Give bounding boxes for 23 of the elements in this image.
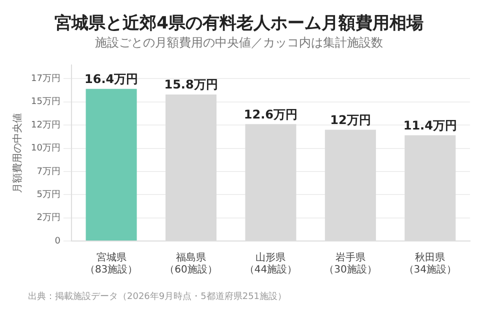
y-tick-label: 0: [54, 236, 61, 246]
x-tick-label: 山形県（44施設）: [244, 252, 298, 276]
data-label: 15.8万円: [164, 78, 218, 92]
y-tick-label: 2万円: [36, 213, 60, 224]
y-tick-label: 10万円: [31, 144, 60, 154]
x-tick-label: 宮城県（83施設）: [84, 252, 138, 276]
bar: [86, 88, 137, 240]
source-note: 出典：掲載施設データ（2026年9月時点・5都道府県251施設）: [28, 290, 287, 302]
data-label: 12万円: [330, 112, 371, 127]
y-tick-label: 7万円: [36, 166, 60, 177]
chart-subtitle: 施設ごとの月額費用の中央値／カッコ内は集計施設数: [95, 36, 383, 50]
y-tick-label: 17万円: [31, 74, 60, 84]
y-tick-label: 12万円: [31, 120, 60, 130]
x-tick-label: 福島県（60施設）: [164, 252, 218, 276]
chart-title: 宮城県と近郊4県の有料老人ホーム月額費用相場: [54, 14, 424, 34]
y-axis-title: 月額費用の中央値: [12, 112, 24, 193]
data-label: 16.4万円: [84, 72, 138, 86]
data-label: 11.4万円: [403, 118, 457, 132]
y-tick-label: 15万円: [31, 97, 60, 108]
x-tick-label: 岩手県（30施設）: [324, 252, 377, 276]
x-tick-label: 秋田県（34施設）: [404, 252, 457, 276]
y-tick-label: 5万円: [36, 190, 60, 200]
data-label: 12.6万円: [244, 107, 298, 122]
